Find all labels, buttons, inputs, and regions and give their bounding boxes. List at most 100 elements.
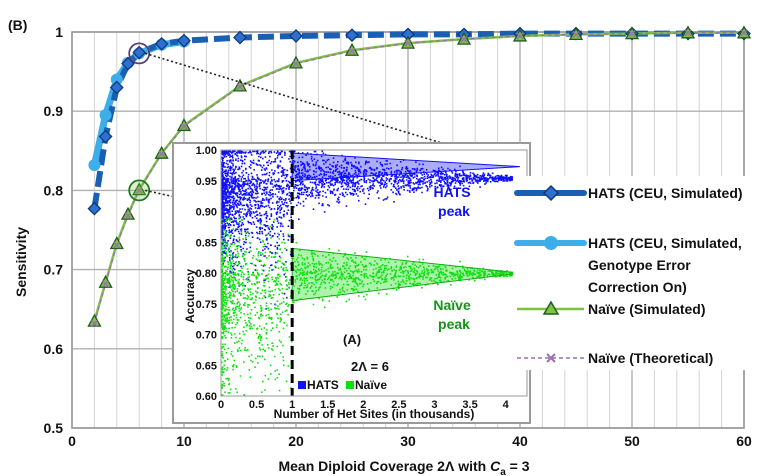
legend-item-hats: HATS (CEU, Simulated) [514, 184, 743, 202]
naive-theoretical-point [404, 39, 412, 47]
inset-x-tick-label: 3.5 [462, 399, 477, 411]
inset-x-tick-label: 1 [289, 399, 295, 411]
x-tick-label: 20 [288, 433, 304, 449]
naive-theoretical-point [516, 32, 524, 40]
inset-axes: 0 0.5 1 1.5 2 2.5 3 3.5 4 0.60 0.65 0.70 0.75 0.80 0.8… [196, 145, 528, 411]
hats-point [132, 45, 147, 60]
y-tick-label: 0.5 [44, 420, 64, 436]
legend-circle-marker [544, 236, 558, 250]
hats-point [289, 29, 303, 43]
panel-a-label: (A) [343, 332, 361, 347]
naive-theoretical-point [236, 83, 244, 91]
naive-theoretical-point [113, 241, 121, 249]
inset-y-tick-label: 0.60 [196, 391, 217, 403]
legend-label-naive-simulated: Naïve (Simulated) [588, 301, 705, 317]
hats-point [233, 30, 247, 45]
y-tick-label: 0.8 [44, 182, 64, 198]
inset-x-tick-label: 1.5 [320, 399, 335, 411]
inset-y-tick-label: 0.85 [196, 237, 217, 249]
main-series [87, 25, 752, 327]
naive-theoretical-point [460, 35, 468, 43]
legend-label-hats-error-correction: HATS (CEU, Simulated, Genotype Error Cor… [588, 235, 746, 295]
hats-point [98, 129, 113, 144]
inset-y-tick-label: 0.80 [196, 268, 217, 280]
legend-triangle-marker [542, 300, 560, 315]
legend: HATS (CEU, Simulated) HATS (CEU, Simulat… [513, 176, 764, 370]
hats-error-correction-point [99, 109, 112, 122]
y-tick-label: 0.6 [44, 341, 64, 357]
naive-highlight-circle [128, 179, 151, 202]
x-tick-label: 40 [512, 433, 528, 449]
inset-y-tick-label: 1.00 [196, 145, 217, 157]
inset-x-tick-label: 2 [360, 399, 366, 411]
naive-theoretical-point [90, 319, 98, 327]
x-axis-title-tail: = 3 [506, 458, 530, 474]
naive-theoretical-point [572, 30, 580, 38]
inset-y-tick-label: 0.95 [196, 176, 217, 188]
naive-theoretical-point [180, 122, 188, 130]
naive-theoretical-point [740, 29, 748, 37]
hats-point [109, 80, 124, 95]
naive-simulated-point [154, 145, 169, 159]
x-tick-label: 0 [68, 433, 76, 449]
inset-y-tick-label: 0.90 [196, 207, 217, 219]
naive-theoretical-point [684, 29, 692, 37]
inset-y-axis-title: Accuracy [183, 269, 197, 323]
inset-panel: 0 0.5 1 1.5 2 2.5 3 3.5 4 0.60 0.65 0.70 0.75 0.80 0.8… [172, 142, 531, 424]
hats-point [154, 36, 169, 51]
hats-point [121, 56, 135, 71]
inset-x-axis-title: Number of Het Sites (in thousands) [274, 407, 475, 421]
inset-x-tick-label: 3 [431, 399, 437, 411]
x-tick-label: 50 [624, 433, 640, 449]
inset-y-tick-label: 0.70 [196, 330, 217, 342]
x-tick-label: 60 [736, 433, 752, 449]
naive-simulated-point [176, 118, 192, 132]
inset-scatter-cloud [221, 150, 522, 396]
legend-item-naive-theoretical: Naïve (Theoretical) [517, 350, 713, 366]
inset-legend-hats-swatch [298, 381, 306, 389]
naive-peak-label: Naïve peak [433, 297, 474, 332]
inset-legend-hats-label: HATS [307, 378, 339, 392]
hats-highlight-circle [128, 42, 151, 65]
inset-legend-naive-label: Naïve [355, 378, 387, 392]
inset-y-tick-label: 0.65 [196, 360, 217, 372]
naive-simulated-point [132, 182, 147, 196]
x-axis-title-main: Mean Diploid Coverage 2Λ with [278, 458, 486, 474]
inset-x-tick-label: 2.5 [391, 399, 406, 411]
naive-theoretical-point [158, 150, 166, 158]
hats-point [177, 33, 191, 48]
naive-simulated-point [232, 78, 248, 92]
legend-label-naive-theoretical: Naïve (Theoretical) [588, 350, 713, 366]
hats-error-correction-point [110, 73, 123, 86]
x-axis-title-sub: a [500, 467, 506, 476]
hats-point [87, 201, 102, 216]
y-axis-title: Sensitivity [13, 227, 29, 297]
legend-label-hats: HATS (CEU, Simulated) [588, 185, 743, 201]
legend-background [513, 176, 764, 370]
x-axis-title: Mean Diploid Coverage 2Λ with Ca = 3 [278, 458, 529, 476]
x-tick-label: 10 [176, 433, 192, 449]
hats-peak-label: HATS peak [434, 184, 475, 219]
legend-x-marker [546, 353, 556, 363]
inset-x-tick-label: 0 [218, 399, 224, 411]
inset-legend-naive-swatch [346, 381, 354, 389]
legend-diamond-marker [542, 184, 560, 202]
y-tick-label: 0.9 [44, 103, 64, 119]
y-tick-label: 0.7 [44, 262, 64, 278]
legend-item-naive-simulated: Naïve (Simulated) [517, 300, 705, 317]
x-tick-label: 30 [400, 433, 416, 449]
naive-theoretical-point [124, 212, 132, 220]
inset-y-tick-label: 0.75 [196, 299, 217, 311]
naive-theoretical-point [628, 30, 636, 38]
y-tick-label: 1 [55, 24, 63, 40]
hats-point [345, 28, 359, 43]
panel-b-label: (B) [8, 17, 27, 33]
naive-simulated-point [344, 42, 360, 56]
naive-theoretical-point [135, 186, 143, 194]
coverage-annotation: 2Λ = 6 [351, 359, 389, 374]
naive-theoretical-point [102, 280, 110, 288]
naive-theoretical-point [348, 47, 356, 55]
inset-x-tick-label: 4 [503, 399, 510, 411]
naive-theoretical-point [292, 60, 300, 68]
